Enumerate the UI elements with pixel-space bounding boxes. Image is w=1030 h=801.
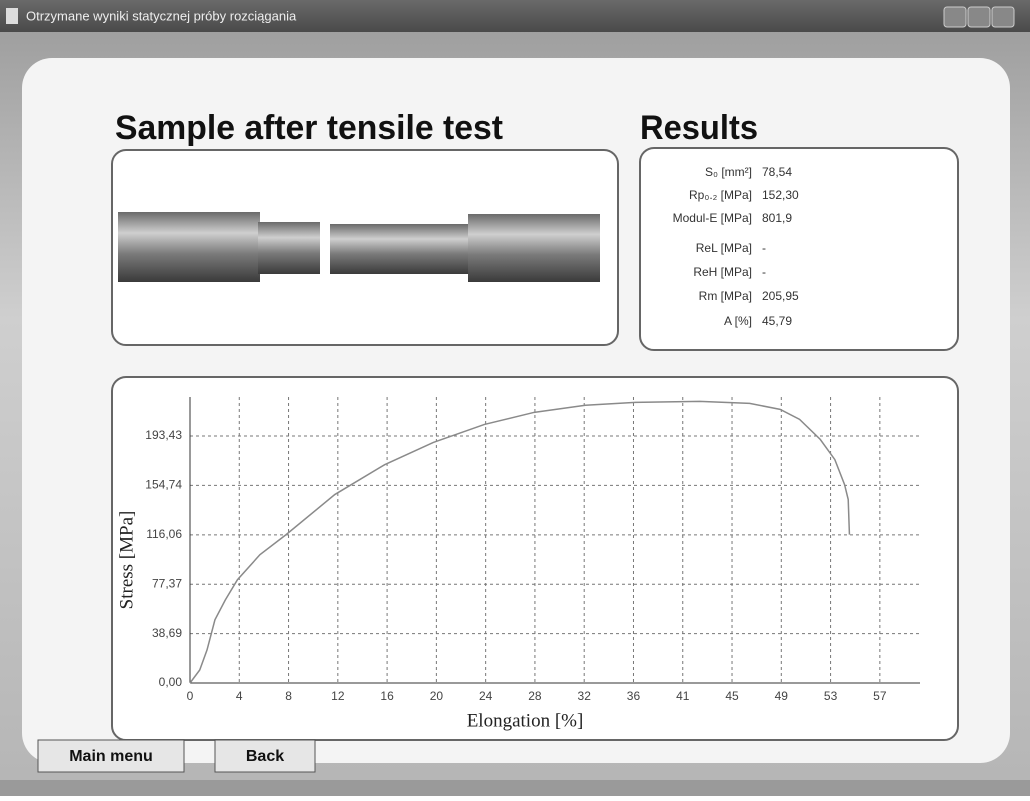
x-tick-label: 24: [479, 689, 493, 703]
y-tick-label: 193,43: [145, 428, 182, 442]
chart-panel: [111, 376, 959, 741]
result-label: A [%]: [724, 314, 752, 328]
results-heading: Results: [640, 109, 758, 147]
x-tick-label: 49: [775, 689, 789, 703]
button-label: Back: [246, 748, 284, 765]
x-tick-label: 0: [187, 689, 194, 703]
y-tick-label: 38,69: [152, 626, 182, 640]
y-axis-label: Stress [MPa]: [116, 511, 137, 610]
result-value: -: [762, 241, 766, 255]
result-value: 78,54: [762, 165, 792, 179]
y-tick-label: 77,37: [152, 576, 182, 590]
main-menu-button[interactable]: [37, 739, 185, 773]
window-title: Otrzymane wyniki statycznej próby rozcią…: [26, 8, 297, 23]
app-icon: [6, 8, 18, 24]
x-tick-label: 28: [528, 689, 542, 703]
results-panel: [639, 147, 959, 351]
result-value: 205,95: [762, 289, 799, 303]
stress-curve: [189, 400, 851, 684]
x-tick-label: 20: [430, 689, 444, 703]
sample-photo: [118, 212, 600, 282]
sample-heading: Sample after tensile test: [115, 109, 503, 147]
y-tick-label: 116,06: [146, 527, 182, 541]
maximize-button[interactable]: [967, 6, 991, 28]
x-tick-label: 53: [824, 689, 838, 703]
x-tick-label: 57: [873, 689, 887, 703]
x-tick-label: 32: [578, 689, 592, 703]
y-tick-label: 0,00: [159, 675, 183, 689]
result-label: Rm [MPa]: [699, 289, 752, 303]
x-tick-label: 36: [627, 689, 641, 703]
minimize-button[interactable]: [943, 6, 967, 28]
result-label: ReL [MPa]: [696, 241, 752, 255]
result-value: 801,9: [762, 211, 792, 225]
title-bar: [0, 0, 1030, 32]
result-value: 152,30: [762, 188, 799, 202]
x-tick-label: 12: [331, 689, 345, 703]
result-value: 45,79: [762, 314, 792, 328]
x-tick-label: 45: [725, 689, 739, 703]
close-button[interactable]: [991, 6, 1015, 28]
result-label: ReH [MPa]: [693, 265, 752, 279]
x-tick-label: 41: [676, 689, 690, 703]
x-tick-label: 8: [285, 689, 292, 703]
button-label: Main menu: [69, 748, 153, 765]
x-tick-label: 4: [236, 689, 243, 703]
y-tick-label: 154,74: [145, 478, 182, 492]
back-button[interactable]: [214, 739, 316, 773]
status-bar: [0, 780, 1030, 796]
result-label: S₀ [mm²]: [705, 165, 752, 179]
x-tick-label: 16: [380, 689, 394, 703]
result-label: Rp₀.₂ [MPa]: [689, 188, 752, 202]
x-axis-label: Elongation [%]: [467, 710, 584, 731]
result-value: -: [762, 265, 766, 279]
result-label: Modul-E [MPa]: [673, 211, 752, 225]
